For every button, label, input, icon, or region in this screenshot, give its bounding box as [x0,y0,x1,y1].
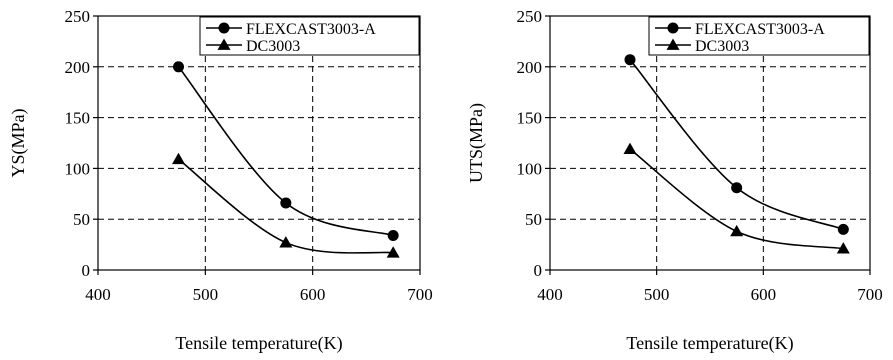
ys-x-axis-label: Tensile temperature(K) [175,333,342,354]
ys-point-triangle [279,236,293,248]
uts-y-axis-label: UTS(MPa) [466,103,487,183]
ys-legend-label: FLEXCAST3003-A [246,21,376,38]
ys-gridlines [98,16,420,270]
uts-point-circle [837,223,849,235]
ys-ytick-label: 150 [65,109,91,128]
uts-series-dc3003 [623,142,850,254]
uts-xtick-label: 500 [644,285,670,304]
uts-xtick-label: 400 [537,285,563,304]
uts-legend-label: FLEXCAST3003-A [695,21,825,38]
uts-chart: 0 50 100 150 200 250 400 500 600 700 Tensile tempe… [466,7,883,354]
ys-xtick-label: 500 [193,285,219,304]
uts-legend-marker-triangle [666,38,680,50]
uts-point-circle [731,182,743,194]
uts-ytick-label: 200 [517,58,543,77]
ys-point-triangle [172,152,185,165]
uts-ytick-label: 0 [534,261,543,280]
uts-gridlines [550,16,870,270]
uts-point-triangle [623,142,637,154]
ys-xtick-label: 700 [407,285,433,304]
ys-point-circle [173,61,184,73]
ys-series-line-flexcast3003-a [177,66,394,237]
ys-ytick-label: 100 [65,159,91,178]
ys-series-dc3003 [172,152,400,258]
uts-x-axis-label: Tensile temperature(K) [626,333,793,354]
uts-ytick-label: 50 [525,210,542,229]
uts-legend-label: DC3003 [695,38,749,55]
ys-ytick-label: 50 [73,210,90,229]
ys-ytick-label: 200 [65,58,91,77]
uts-point-triangle [836,242,850,254]
uts-point-triangle [730,224,744,237]
ys-ytick-label: 250 [65,7,91,26]
uts-ytick-label: 100 [517,159,543,178]
ys-legend-box [199,16,420,56]
ys-chart: 0 50 100 150 200 250 400 500 600 700 Tensile tempe… [8,7,433,354]
ys-ytick-label: 0 [82,261,91,280]
uts-series-flexcast3003-a [624,54,849,235]
uts-point-circle [624,54,636,66]
uts-series-line-flexcast3003-a [629,59,844,231]
ys-legend-marker-triangle [217,38,231,50]
uts-xtick-label: 700 [857,285,883,304]
ys-xtick-label: 400 [85,285,111,304]
ys-y-axis-label: YS(MPa) [8,108,29,177]
ys-point-circle [387,229,399,241]
ys-series-flexcast3003-a [173,61,399,241]
ys-plot-frame [97,15,421,271]
uts-ytick-label: 250 [517,7,543,26]
ys-xtick-label: 600 [300,285,326,304]
ys-legend-marker-circle [218,22,230,34]
uts-plot-frame [549,15,871,271]
uts-legend-box [648,16,870,56]
ys-point-triangle [386,246,400,258]
ys-legend-label: DC3003 [246,38,300,55]
uts-ytick-label: 150 [517,109,543,128]
ys-point-circle [280,197,292,209]
uts-legend-marker-circle [667,22,679,34]
uts-xtick-label: 600 [751,285,777,304]
